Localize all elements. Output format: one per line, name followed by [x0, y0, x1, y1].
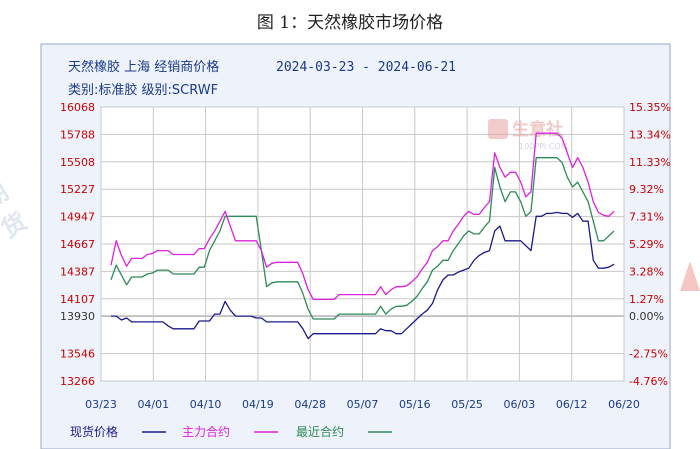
figure-title: 图 1：天然橡胶市场价格: [256, 13, 444, 33]
series-lines: [110, 132, 615, 340]
y-tick-left: 15508: [60, 156, 95, 169]
y-tick-right: -4.76%: [629, 375, 668, 388]
legend-label: 最近合约: [296, 424, 344, 439]
y-tick-left: 14387: [60, 265, 95, 278]
y-tick-right: 9.32%: [629, 183, 664, 196]
y-tick-left: 14947: [60, 211, 95, 224]
y-tick-right: 15.35%: [629, 101, 671, 114]
x-tick-label: 03/23: [85, 398, 117, 411]
y-tick-right: 13.34%: [629, 128, 671, 141]
x-tick-label: 04/19: [242, 398, 274, 411]
y-tick-right: 0.00%: [629, 310, 664, 323]
y-tick-right: 1.27%: [629, 293, 664, 306]
legend: 现货价格 主力合约 最近合约: [70, 424, 392, 439]
x-tick-label: 05/07: [347, 398, 379, 411]
y-tick-left: 15227: [60, 183, 95, 196]
center-watermark: 生意社 100PPI.COM: [488, 119, 568, 151]
series-spot-price: [111, 211, 615, 340]
y-tick-right: 11.33%: [629, 156, 671, 169]
y-tick-left: 13266: [60, 375, 95, 388]
legend-label: 主力合约: [182, 424, 230, 439]
y-tick-left: 13930: [60, 310, 95, 323]
y-tick-left: 15788: [60, 128, 95, 141]
y-tick-right: 3.28%: [629, 265, 664, 278]
x-axis: 03/23 04/01 04/10 04/19 04/28 05/07 05/16 05/25…: [85, 398, 640, 411]
watermark-site: 100PPI.COM: [519, 142, 568, 151]
header-line1-range: 2024-03-23 - 2024-06-21: [276, 60, 456, 75]
y-tick-left: 13546: [60, 348, 95, 361]
watermark-logo-icon: [488, 119, 508, 139]
y-tick-right: 5.29%: [629, 238, 664, 251]
y-axis-right: 15.35% 13.34% 11.33% 9.32% 7.31% 5.29% 3.28% 1.…: [629, 101, 671, 388]
x-tick-label: 05/25: [451, 398, 483, 411]
x-tick-label: 06/20: [608, 398, 640, 411]
y-tick-left: 14667: [60, 238, 95, 251]
y-tick-left: 14107: [60, 293, 95, 306]
x-tick-label: 04/28: [294, 398, 326, 411]
y-tick-right: -2.75%: [629, 348, 668, 361]
x-tick-label: 04/01: [137, 398, 169, 411]
y-axis-left: 16068 15788 15508 15227 14947 14667 14387 14107…: [60, 101, 95, 388]
x-tick-label: 06/03: [504, 398, 536, 411]
header-line2: 类别:标准胶 级别:SCRWF: [68, 82, 218, 98]
legend-label: 现货价格: [70, 424, 118, 439]
grid: [100, 106, 625, 382]
watermark-brand: 生意社: [512, 119, 563, 140]
x-tick-label: 04/10: [190, 398, 222, 411]
y-tick-left: 16068: [60, 101, 95, 114]
y-tick-right: 7.31%: [629, 211, 664, 224]
x-tick-label: 06/12: [556, 398, 588, 411]
header-line1-name: 天然橡胶 上海 经销商价格: [68, 59, 219, 75]
series-recent-contract: [110, 157, 615, 320]
right-watermark-icon: [676, 255, 700, 315]
x-tick-label: 05/16: [399, 398, 431, 411]
series-main-contract: [110, 132, 615, 301]
